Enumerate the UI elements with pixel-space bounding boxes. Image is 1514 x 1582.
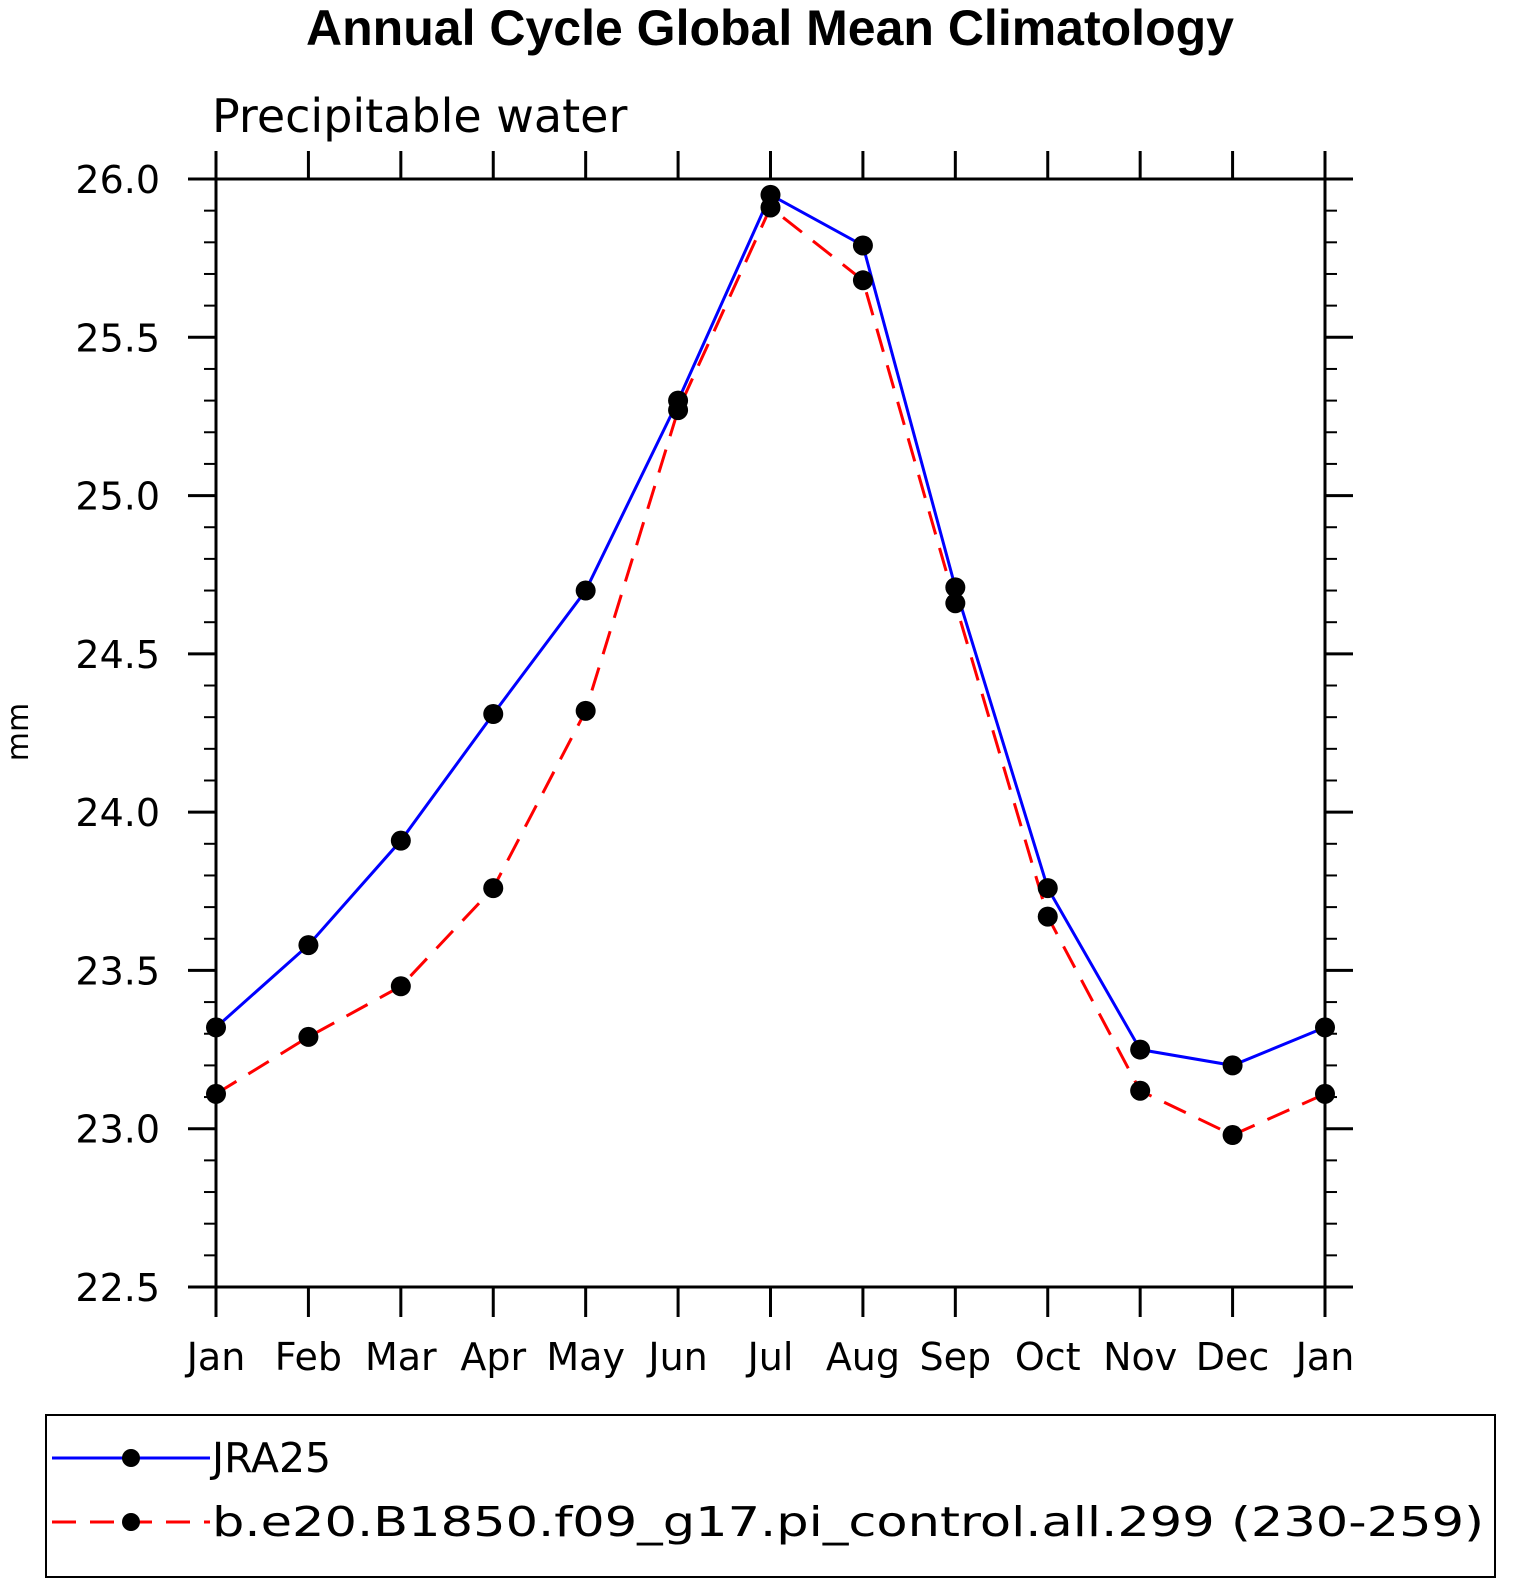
series-0-point: [1130, 1039, 1151, 1060]
series-1-point: [852, 270, 873, 291]
series-0-point: [206, 1017, 226, 1038]
x-tick-label: Aug: [826, 1335, 900, 1379]
series-0-point: [1222, 1055, 1243, 1076]
series-0-point: [945, 577, 966, 598]
y-tick-labels: 22.5 23.0 23.5 24.0 24.5 25.0 25.5 26.0: [75, 158, 160, 1310]
x-tick-label: Mar: [365, 1335, 437, 1379]
legend-marker-model: [122, 1513, 140, 1531]
x-tick-label: Jul: [746, 1335, 794, 1379]
series-line-0: [215, 192, 1326, 1067]
x-tick-labels: Jan Feb Mar Apr May Jun Jul Aug Sep Oct Nov Dec Jan: [185, 1335, 1355, 1379]
series-0-point: [483, 704, 504, 725]
series-0-point: [575, 580, 596, 601]
legend-label-jra25: JRA25: [209, 1434, 331, 1482]
series-1-point: [206, 1083, 226, 1104]
x-tick-label: Apr: [460, 1335, 526, 1379]
series-1-point: [1315, 1083, 1335, 1104]
major-ticks: [188, 151, 1353, 1317]
y-tick-label: 23.0: [75, 1108, 160, 1152]
x-tick-label: May: [546, 1335, 625, 1379]
y-tick-label: 25.0: [75, 475, 160, 519]
plot-frame: [214, 177, 1327, 1289]
y-tick-label: 26.0: [75, 158, 160, 202]
x-tick-label: Jan: [1294, 1335, 1355, 1379]
x-tick-label: Dec: [1196, 1335, 1270, 1379]
series-1-point: [1222, 1125, 1243, 1146]
y-axis-label: mm: [1, 703, 36, 761]
x-tick-label: Nov: [1103, 1335, 1177, 1379]
legend-marker-jra25: [122, 1449, 140, 1467]
series-line-1: [215, 205, 1326, 1137]
series-1-point: [575, 700, 596, 721]
series-0-point: [760, 184, 781, 205]
legend-label-model: b.e20.B1850.f09_g17.pi_control.all.299 (…: [212, 1498, 1484, 1546]
series-1-point: [298, 1026, 319, 1047]
series-0-point: [852, 235, 873, 256]
series-1-point: [1037, 906, 1058, 927]
x-tick-label: Feb: [275, 1335, 342, 1379]
x-tick-label: Jan: [185, 1335, 246, 1379]
y-tick-label: 22.5: [75, 1266, 160, 1310]
y-tick-label: 24.5: [75, 633, 160, 677]
chart-title: Annual Cycle Global Mean Climatology: [306, 0, 1234, 56]
x-tick-label: Oct: [1015, 1335, 1081, 1379]
series-0-point: [1315, 1017, 1335, 1038]
series-1-point: [945, 593, 966, 614]
x-tick-label: Jun: [646, 1335, 707, 1379]
legend: JRA25 b.e20.B1850.f09_g17.pi_control.all…: [45, 1414, 1496, 1578]
x-tick-label: Sep: [920, 1335, 992, 1379]
series-1-point: [1130, 1080, 1151, 1101]
minor-ticks: [204, 178, 1337, 1288]
series-0-point: [298, 935, 319, 956]
chart-subtitle: Precipitable water: [212, 89, 627, 143]
series-1-point: [390, 976, 411, 997]
legend-box: [45, 1414, 1496, 1578]
series-0-point: [390, 830, 411, 851]
series-group: [206, 184, 1335, 1146]
series-0-point: [1037, 878, 1058, 899]
series-0-point: [668, 390, 689, 411]
series-1-point: [483, 878, 504, 899]
y-tick-label: 25.5: [75, 316, 160, 360]
y-tick-label: 24.0: [75, 791, 160, 835]
y-tick-label: 23.5: [75, 949, 160, 993]
